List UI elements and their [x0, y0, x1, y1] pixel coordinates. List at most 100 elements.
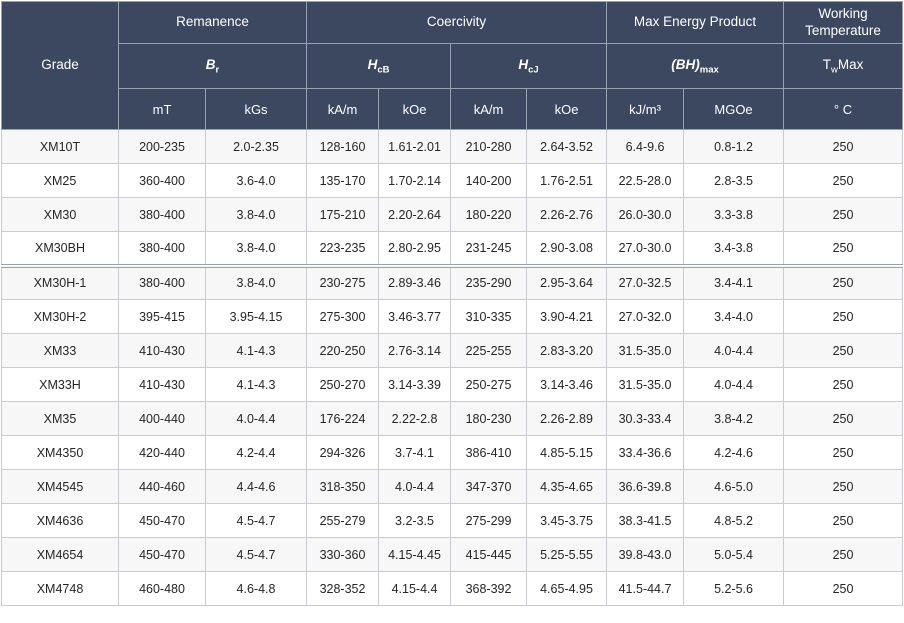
header-symbol-br: Br — [117, 43, 308, 89]
value-cell: 3.46-3.77 — [378, 299, 452, 334]
value-cell: 3.90-4.21 — [526, 299, 608, 334]
value-cell: 4.65-4.95 — [526, 571, 608, 606]
header-units-row: mT kGs kA/m kOe kA/m kOe kJ/m³ MGOe ° C — [2, 88, 904, 130]
value-cell: 2.26-2.76 — [526, 197, 608, 232]
symbol-main: (BH) — [671, 57, 700, 73]
table-row: XM35 400-440 4.0-4.4 176-224 2.22-2.8 180-230… — [1, 401, 904, 436]
value-cell: 135-170 — [306, 163, 380, 198]
value-cell: 2.26-2.89 — [526, 401, 608, 436]
value-cell: 41.5-44.7 — [606, 571, 685, 606]
value-cell: 210-280 — [450, 129, 528, 164]
value-cell: 250 — [783, 503, 904, 538]
value-cell: 250 — [783, 469, 904, 504]
header-max-energy-product: Max Energy Product — [606, 1, 785, 44]
value-cell: 3.4-4.1 — [683, 265, 785, 300]
table-row: XM33H 410-430 4.1-4.3 250-270 3.14-3.39 250-2… — [1, 367, 904, 402]
table-row: XM4350 420-440 4.2-4.4 294-326 3.7-4.1 386-41… — [1, 435, 904, 470]
table-row: XM4636 450-470 4.5-4.7 255-279 3.2-3.5 275-29… — [1, 503, 904, 538]
value-cell: 31.5-35.0 — [606, 333, 685, 368]
value-cell: 250 — [783, 197, 904, 232]
value-cell: 3.4-3.8 — [683, 231, 785, 268]
header-remanence: Remanence — [117, 1, 308, 44]
value-cell: 380-400 — [118, 197, 206, 232]
value-cell: 4.15-4.4 — [378, 571, 452, 606]
value-cell: 450-470 — [118, 537, 206, 572]
grade-cell: XM4350 — [1, 435, 119, 470]
value-cell: 4.2-4.6 — [683, 435, 785, 470]
header-unit-koe-hcj: kOe — [526, 88, 608, 130]
value-cell: 410-430 — [118, 367, 206, 402]
value-cell: 395-415 — [118, 299, 206, 334]
value-cell: 2.76-3.14 — [378, 333, 452, 368]
value-cell: 6.4-9.6 — [606, 129, 685, 164]
table-header: Grade Remanence Coercivity Max Energy Pr… — [1, 1, 904, 130]
symbol-sub: r — [215, 64, 220, 76]
value-cell: 347-370 — [450, 469, 528, 504]
value-cell: 200-235 — [118, 129, 206, 164]
table-row: XM30H-1 380-400 3.8-4.0 230-275 2.89-3.46 235… — [1, 265, 904, 300]
value-cell: 250 — [783, 231, 904, 268]
value-cell: 386-410 — [450, 435, 528, 470]
header-unit-kam-hcb: kA/m — [306, 88, 380, 130]
value-cell: 250 — [783, 435, 904, 470]
value-cell: 275-299 — [450, 503, 528, 538]
value-cell: 4.4-4.6 — [204, 469, 308, 504]
value-cell: 1.61-2.01 — [378, 129, 452, 164]
header-unit-kgs: kGs — [204, 88, 308, 130]
value-cell: 235-290 — [450, 265, 528, 300]
value-cell: 250 — [783, 299, 904, 334]
value-cell: 4.5-4.7 — [204, 537, 308, 572]
value-cell: 4.15-4.45 — [378, 537, 452, 572]
value-cell: 4.6-5.0 — [683, 469, 785, 504]
value-cell: 250-270 — [306, 367, 380, 402]
value-cell: 2.83-3.20 — [526, 333, 608, 368]
value-cell: 380-400 — [118, 231, 206, 268]
value-cell: 310-335 — [450, 299, 528, 334]
symbol-main: H — [518, 57, 529, 73]
header-unit-kjm3: kJ/m³ — [606, 88, 685, 130]
grade-cell: XM25 — [1, 163, 119, 198]
header-symbol-row: Br HcB HcJ (BH)max TwMax — [2, 43, 904, 89]
symbol-main: H — [367, 57, 378, 73]
symbol-twmax: TwMax — [823, 57, 864, 76]
value-cell: 31.5-35.0 — [606, 367, 685, 402]
value-cell: 330-360 — [306, 537, 380, 572]
value-cell: 5.0-5.4 — [683, 537, 785, 572]
value-cell: 5.2-5.6 — [683, 571, 785, 606]
value-cell: 180-220 — [450, 197, 528, 232]
value-cell: 2.22-2.8 — [378, 401, 452, 436]
value-cell: 3.8-4.0 — [204, 197, 308, 232]
value-cell: 250 — [783, 571, 904, 606]
value-cell: 38.3-41.5 — [606, 503, 685, 538]
value-cell: 380-400 — [118, 265, 206, 300]
value-cell: 3.7-4.1 — [378, 435, 452, 470]
table-row: XM10T 200-235 2.0-2.35 128-160 1.61-2.01 210-… — [1, 129, 904, 164]
header-unit-kam-hcj: kA/m — [450, 88, 528, 130]
value-cell: 3.8-4.0 — [204, 265, 308, 300]
symbol-sub: cJ — [528, 64, 539, 76]
value-cell: 220-250 — [306, 333, 380, 368]
value-cell: 318-350 — [306, 469, 380, 504]
value-cell: 255-279 — [306, 503, 380, 538]
table-row: XM4748 460-480 4.6-4.8 328-352 4.15-4.4 368-3… — [1, 571, 904, 606]
table-row: XM33 410-430 4.1-4.3 220-250 2.76-3.14 225-25… — [1, 333, 904, 368]
value-cell: 231-245 — [450, 231, 528, 268]
grade-cell: XM4545 — [1, 469, 119, 504]
symbol-tail: Max — [837, 57, 864, 73]
header-symbol-twmax: TwMax — [783, 43, 904, 89]
value-cell: 250 — [783, 367, 904, 402]
magnet-grade-spec-table: Grade Remanence Coercivity Max Energy Pr… — [1, 1, 904, 606]
table-row: XM30BH 380-400 3.8-4.0 223-235 2.80-2.95 231-… — [1, 231, 904, 268]
value-cell: 2.20-2.64 — [378, 197, 452, 232]
value-cell: 4.0-4.4 — [204, 401, 308, 436]
value-cell: 328-352 — [306, 571, 380, 606]
value-cell: 39.8-43.0 — [606, 537, 685, 572]
value-cell: 33.4-36.6 — [606, 435, 685, 470]
symbol-sub: cB — [377, 64, 390, 76]
grade-cell: XM30 — [1, 197, 119, 232]
header-grade: Grade — [1, 1, 119, 130]
value-cell: 175-210 — [306, 197, 380, 232]
value-cell: 5.25-5.55 — [526, 537, 608, 572]
grade-cell: XM10T — [1, 129, 119, 164]
value-cell: 22.5-28.0 — [606, 163, 685, 198]
